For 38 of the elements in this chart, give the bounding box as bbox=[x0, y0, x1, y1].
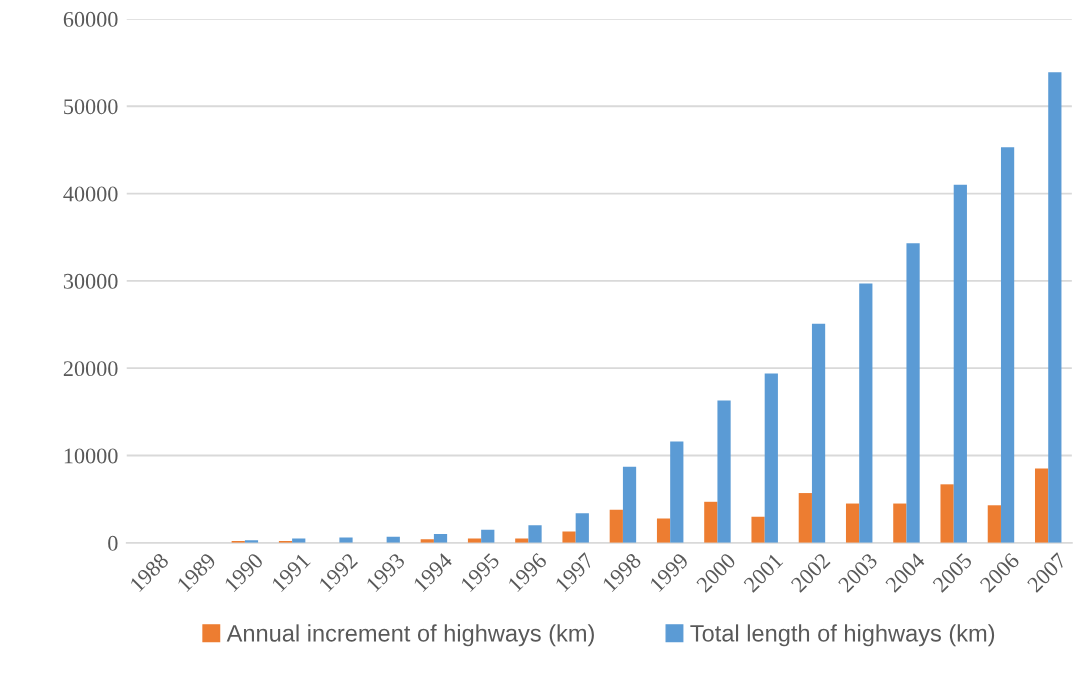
y-tick-label: 10000 bbox=[64, 448, 118, 464]
bar bbox=[562, 531, 576, 543]
bar bbox=[515, 538, 529, 543]
bar bbox=[893, 503, 907, 543]
bar bbox=[467, 538, 482, 543]
bar bbox=[609, 509, 623, 543]
bar bbox=[940, 484, 954, 543]
x-tick-label: 1991 bbox=[271, 552, 311, 593]
bar bbox=[987, 505, 1001, 543]
bar bbox=[704, 501, 718, 543]
bar bbox=[798, 493, 812, 543]
bar bbox=[1048, 72, 1062, 543]
bar bbox=[906, 243, 920, 543]
bar bbox=[481, 529, 495, 543]
bar bbox=[811, 323, 826, 543]
bar bbox=[670, 441, 684, 543]
bar bbox=[622, 466, 637, 543]
bar bbox=[433, 534, 448, 543]
bar bbox=[528, 525, 542, 543]
bar bbox=[717, 400, 731, 543]
bar bbox=[1000, 147, 1015, 543]
bar bbox=[953, 184, 967, 543]
legend-label: Total length of highways (km) bbox=[690, 624, 995, 647]
bar bbox=[859, 283, 873, 543]
y-tick-label: 60000 bbox=[63, 11, 118, 27]
y-tick-label: 0 bbox=[108, 535, 118, 551]
y-tick-label: 50000 bbox=[64, 99, 118, 115]
y-tick-label: 20000 bbox=[63, 361, 118, 377]
bar bbox=[845, 503, 860, 543]
bar bbox=[1034, 468, 1049, 543]
bar bbox=[751, 516, 765, 543]
bar bbox=[575, 513, 589, 543]
y-tick-label: 40000 bbox=[63, 186, 118, 202]
legend-label: Annual increment of highways (km) bbox=[226, 624, 594, 647]
bar bbox=[656, 518, 671, 543]
bar bbox=[292, 538, 306, 543]
y-tick-label: 30000 bbox=[63, 273, 118, 289]
bar bbox=[764, 373, 778, 543]
